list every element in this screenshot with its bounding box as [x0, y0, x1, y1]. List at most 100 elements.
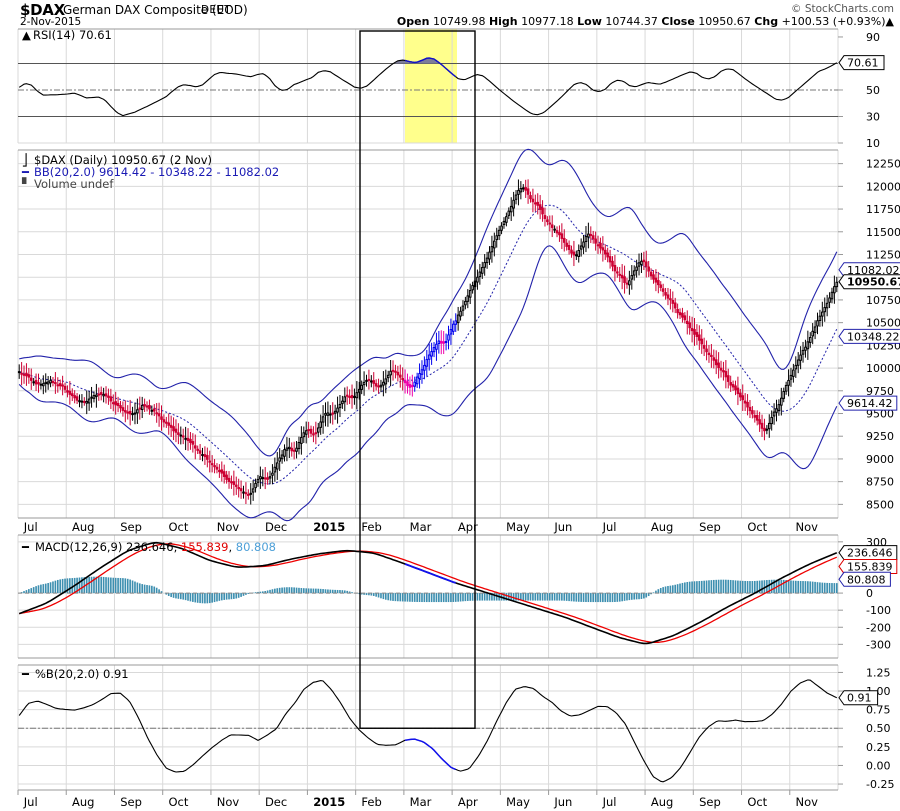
macd-histogram-bar	[389, 593, 392, 601]
macd-histogram-bar	[28, 589, 30, 594]
macd-histogram-bar	[710, 580, 713, 594]
callout-box	[838, 274, 900, 290]
candle-body	[32, 381, 35, 384]
macd-histogram-bar	[351, 592, 353, 594]
macd-histogram-bar	[201, 593, 204, 604]
candle-body	[201, 454, 204, 457]
macd-histogram-bar	[71, 578, 74, 594]
macd-histogram-bar	[751, 581, 754, 594]
candle-body	[427, 354, 431, 360]
candle-body	[411, 385, 414, 388]
macd-histogram-bar	[438, 593, 440, 603]
candle-body	[131, 413, 134, 416]
macd-histogram-bar	[536, 593, 539, 601]
macd-histogram-bar	[447, 593, 450, 603]
x-axis-month-label: Sep	[120, 520, 142, 534]
candle-body	[678, 312, 682, 316]
macd-histogram-bar	[534, 593, 537, 601]
candlestick-series	[17, 179, 839, 505]
rsi-axis-label: 90	[866, 31, 880, 44]
candle-body	[54, 382, 57, 385]
selection-rectangle[interactable]	[359, 30, 476, 729]
candle-body	[623, 276, 626, 283]
macd-histogram-bar	[635, 593, 638, 600]
macd-histogram-bar	[712, 579, 715, 594]
candle-body	[529, 195, 532, 200]
macd-histogram-bar	[42, 584, 45, 594]
macd-histogram-bar	[189, 593, 192, 602]
candle-body	[285, 447, 289, 451]
candle-body	[775, 408, 778, 413]
macd-histogram-bar	[686, 582, 689, 594]
macd-histogram-bar	[59, 579, 62, 594]
candle-body	[683, 315, 687, 321]
price-axis-label: 9250	[866, 430, 894, 443]
macd-histogram-bar	[66, 578, 69, 594]
candle-body	[787, 379, 790, 386]
candle-body	[61, 384, 64, 387]
candle-body	[396, 371, 400, 376]
macd-histogram-bar	[172, 593, 175, 598]
candle-body	[394, 370, 397, 373]
candle-body	[206, 455, 209, 460]
candle-body	[382, 381, 385, 386]
macd-histogram-bar	[35, 586, 37, 594]
candle-body	[647, 266, 650, 272]
candle-body	[835, 281, 839, 288]
candle-body	[56, 384, 60, 387]
candle-body	[799, 354, 802, 361]
candle-body	[546, 219, 549, 223]
candle-body	[34, 380, 38, 385]
macd-histogram-bar	[122, 578, 124, 594]
macd-histogram-bar	[380, 593, 382, 599]
macd-histogram-bar	[95, 576, 98, 594]
candle-body	[39, 383, 43, 386]
candle-body	[27, 374, 31, 378]
macd-histogram-bar	[64, 578, 66, 594]
price-axis-label: 9500	[866, 408, 894, 421]
macd-histogram-bar	[363, 593, 365, 595]
candle-body	[37, 382, 40, 385]
candle-body	[758, 419, 761, 425]
candle-body	[637, 262, 641, 267]
candle-body	[452, 323, 455, 332]
price-axis-label: 10500	[866, 317, 900, 330]
candle-body	[801, 349, 805, 355]
candle-body	[685, 320, 689, 324]
candle-body	[297, 441, 301, 450]
macd-histogram-bar	[30, 588, 33, 594]
candle-body	[377, 385, 380, 388]
macd-plot-bg	[18, 535, 838, 658]
macd-histogram-bar	[454, 593, 457, 602]
candle-body	[507, 210, 511, 216]
macd-histogram-bar	[124, 578, 127, 594]
x-axis-month-label-bottom: Jul	[23, 795, 38, 809]
macd-histogram-bar	[476, 593, 479, 601]
candle-body	[722, 370, 725, 373]
macd-histogram-bar	[727, 579, 730, 594]
candle-body	[534, 202, 537, 205]
macd-histogram-bar	[324, 589, 327, 594]
macd-histogram-bar	[131, 580, 134, 594]
macd-histogram-bar	[105, 577, 107, 594]
macd-histogram-bar	[826, 582, 828, 594]
candle-body	[584, 236, 588, 243]
macd-axis-label: -100	[866, 604, 891, 617]
macd-histogram-bar	[235, 593, 238, 599]
candle-body	[719, 367, 723, 371]
macd-histogram-bar	[276, 588, 279, 594]
macd-histogram-bar	[158, 589, 160, 594]
macd-histogram-bar	[254, 592, 257, 594]
macd-histogram-bar	[230, 593, 233, 600]
callout-label: 236.646	[847, 547, 893, 560]
candle-body	[254, 482, 257, 489]
macd-histogram-bar	[264, 590, 267, 594]
macd-histogram-bar	[493, 593, 496, 601]
candle-body	[562, 237, 566, 243]
candle-body	[157, 413, 161, 417]
macd-histogram-bar	[551, 593, 554, 601]
candle-body	[599, 242, 602, 249]
x-axis-month-label-bottom: Jun	[553, 795, 572, 809]
candle-body	[333, 410, 337, 414]
